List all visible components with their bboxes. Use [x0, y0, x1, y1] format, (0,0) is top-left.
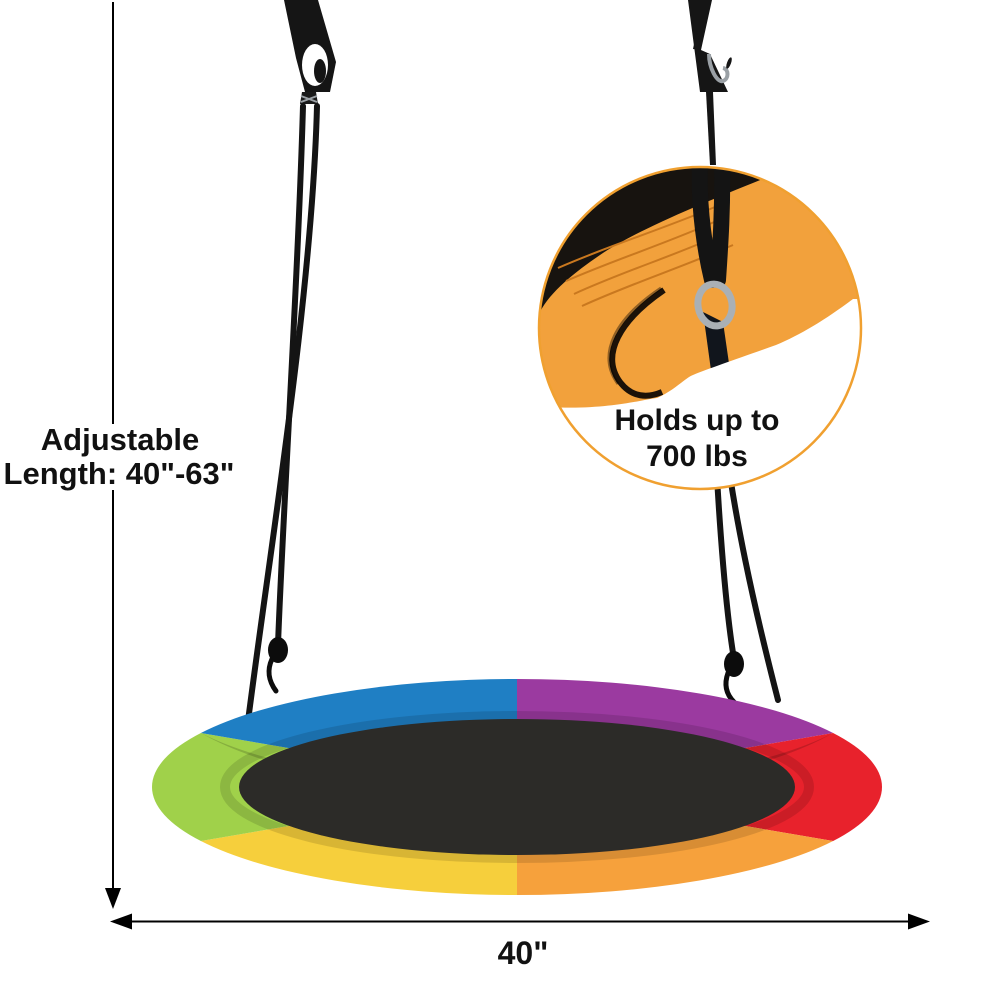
svg-text:Adjustable: Adjustable	[41, 422, 199, 457]
svg-text:700 lbs: 700 lbs	[646, 440, 748, 473]
svg-text:40": 40"	[498, 935, 549, 971]
svg-text:Length: 40"-63": Length: 40"-63"	[4, 456, 235, 491]
svg-text:Holds up to: Holds up to	[615, 404, 780, 437]
